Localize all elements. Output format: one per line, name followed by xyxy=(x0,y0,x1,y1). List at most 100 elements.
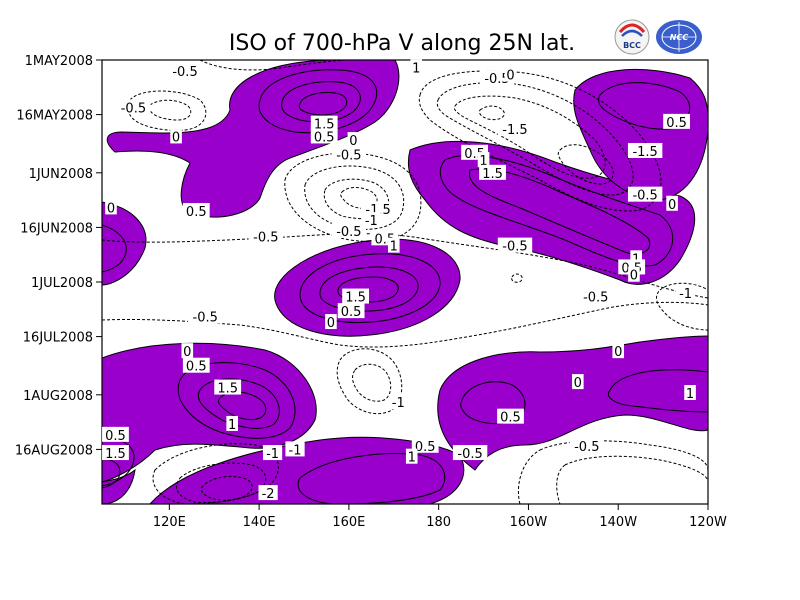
contour-value-label: 1.5 xyxy=(102,445,129,462)
contour-label-text: 0 xyxy=(574,376,582,391)
negative-contour xyxy=(418,70,662,212)
contour-label-bg xyxy=(258,485,278,501)
contour-label-text: -1 xyxy=(266,447,279,462)
contour-value-label: -0.5 xyxy=(578,288,613,306)
contour-label-bg xyxy=(572,374,584,390)
contour-value-label: 0 xyxy=(628,266,640,284)
contour-label-bg xyxy=(405,448,418,464)
contour-label-text: 0 xyxy=(668,198,676,213)
y-axis: 1MAY2008 16MAY2008 1JUN2008 16JUN2008 1JUL20… xyxy=(15,54,102,458)
y-tick-label: 16JUL2008 xyxy=(23,331,93,346)
x-tick-label: 160E xyxy=(332,515,365,530)
contour-label-text: 1 xyxy=(390,240,398,255)
contour-value-label: 0 xyxy=(504,66,517,84)
negative-contour xyxy=(453,95,606,179)
positive-contour xyxy=(298,92,348,116)
negative-contour xyxy=(323,178,390,220)
negative-contour xyxy=(436,82,634,196)
contour-value-label: 0.5 xyxy=(310,128,338,145)
negative-contour xyxy=(557,144,614,185)
contour-value-label: 1 xyxy=(477,152,490,169)
y-tick-label: 1MAY2008 xyxy=(25,54,93,69)
contour-value-label: -0.5 xyxy=(569,437,604,455)
contour-label-text: 0.5 xyxy=(186,360,207,375)
contour-label-text: 1 xyxy=(412,61,420,76)
contour-value-label: 0 xyxy=(612,343,625,360)
positive-contour xyxy=(177,362,296,439)
contour-value-label: 0.5 xyxy=(497,408,524,426)
positive-contour xyxy=(297,453,446,504)
negative-contour xyxy=(176,462,267,503)
contour-label-text: -0.5 xyxy=(457,447,482,462)
contour-label-bg xyxy=(347,132,360,148)
positive-region xyxy=(106,60,400,218)
contour-label-text: -0.5 xyxy=(574,440,599,455)
y-tick-label: 1JUN2008 xyxy=(29,167,93,182)
positive-contour xyxy=(281,81,361,123)
contour-label-bg xyxy=(497,121,533,137)
contour-label-text: 0.5 xyxy=(105,429,126,444)
contour-label-text: -0.5 xyxy=(172,65,197,80)
x-tick-label: 120W xyxy=(689,515,727,530)
contour-value-label: -0.5 xyxy=(116,99,151,116)
contour-label-bg xyxy=(337,303,365,319)
x-tick-label: 120E xyxy=(153,515,186,530)
contour-label-text: 0 xyxy=(172,130,180,145)
contour-value-label: -0.5 xyxy=(497,237,533,255)
contour-value-label: -0.5 xyxy=(248,228,284,246)
contour-label-text: 0.5 xyxy=(341,305,362,320)
zero-contours xyxy=(102,60,708,348)
x-tick-label: 140E xyxy=(243,515,276,530)
ncc-logo: NCC xyxy=(656,20,702,54)
contour-label-bg xyxy=(102,445,129,461)
contour-value-label: -0.5 xyxy=(167,62,203,80)
contour-label-bg xyxy=(116,99,151,115)
contour-label-bg xyxy=(262,445,283,461)
contour-label-text: 0.5 xyxy=(186,205,207,220)
contour-value-label: 1.5 xyxy=(479,164,506,182)
svg-text:NCC: NCC xyxy=(670,33,689,42)
contour-label-bg xyxy=(214,379,242,395)
negative-contour xyxy=(352,363,392,402)
contour-value-label: -0.5 xyxy=(331,146,367,164)
y-tick-label: 1JUL2008 xyxy=(31,276,93,291)
negative-contour xyxy=(656,282,708,331)
zero-contour xyxy=(102,301,708,348)
contour-value-label: 0 xyxy=(170,128,182,145)
contour-label-text: 0.5 xyxy=(415,440,436,455)
contour-label-bg xyxy=(342,288,370,304)
contour-label-text: 1 xyxy=(408,451,416,466)
negative-contour xyxy=(201,476,253,501)
contour-label-bg xyxy=(410,59,423,75)
contour-value-label: 0.5 xyxy=(337,303,365,320)
contour-label-bg xyxy=(226,415,238,431)
contour-label-bg xyxy=(675,284,696,300)
contour-value-label: -0.5 xyxy=(452,445,488,462)
contour-value-label: 1 xyxy=(226,415,238,433)
negative-contour xyxy=(149,99,192,121)
positive-region xyxy=(102,342,317,483)
contour-label-text: -1 xyxy=(289,443,302,458)
contour-label-bg xyxy=(182,203,210,219)
positive-contour xyxy=(439,155,674,267)
contour-label-text: 1.5 xyxy=(217,382,238,397)
contour-label-bg xyxy=(331,223,367,239)
contour-label-bg xyxy=(630,250,642,266)
contour-value-label: 1.5 xyxy=(214,379,242,397)
contour-value-label: 0.5 xyxy=(663,113,690,131)
contour-label-bg xyxy=(248,228,284,244)
contour-label-text: 0.5 xyxy=(666,116,687,131)
contour-label-text: 0.5 xyxy=(314,130,335,145)
contour-value-label: -1 xyxy=(285,441,305,458)
contour-label-bg xyxy=(452,445,488,461)
contour-label-bg xyxy=(627,142,663,158)
contour-value-label: -0.5 xyxy=(331,223,367,240)
contour-label-bg xyxy=(361,212,381,228)
contour-label-bg xyxy=(285,441,305,457)
contour-value-label: 1 xyxy=(410,59,423,76)
contour-value-label: -2 xyxy=(258,485,278,502)
contour-value-label: 0.5 xyxy=(411,437,439,455)
x-tick-label: 140W xyxy=(599,515,637,530)
contour-value-label: -1.5 xyxy=(627,142,663,160)
